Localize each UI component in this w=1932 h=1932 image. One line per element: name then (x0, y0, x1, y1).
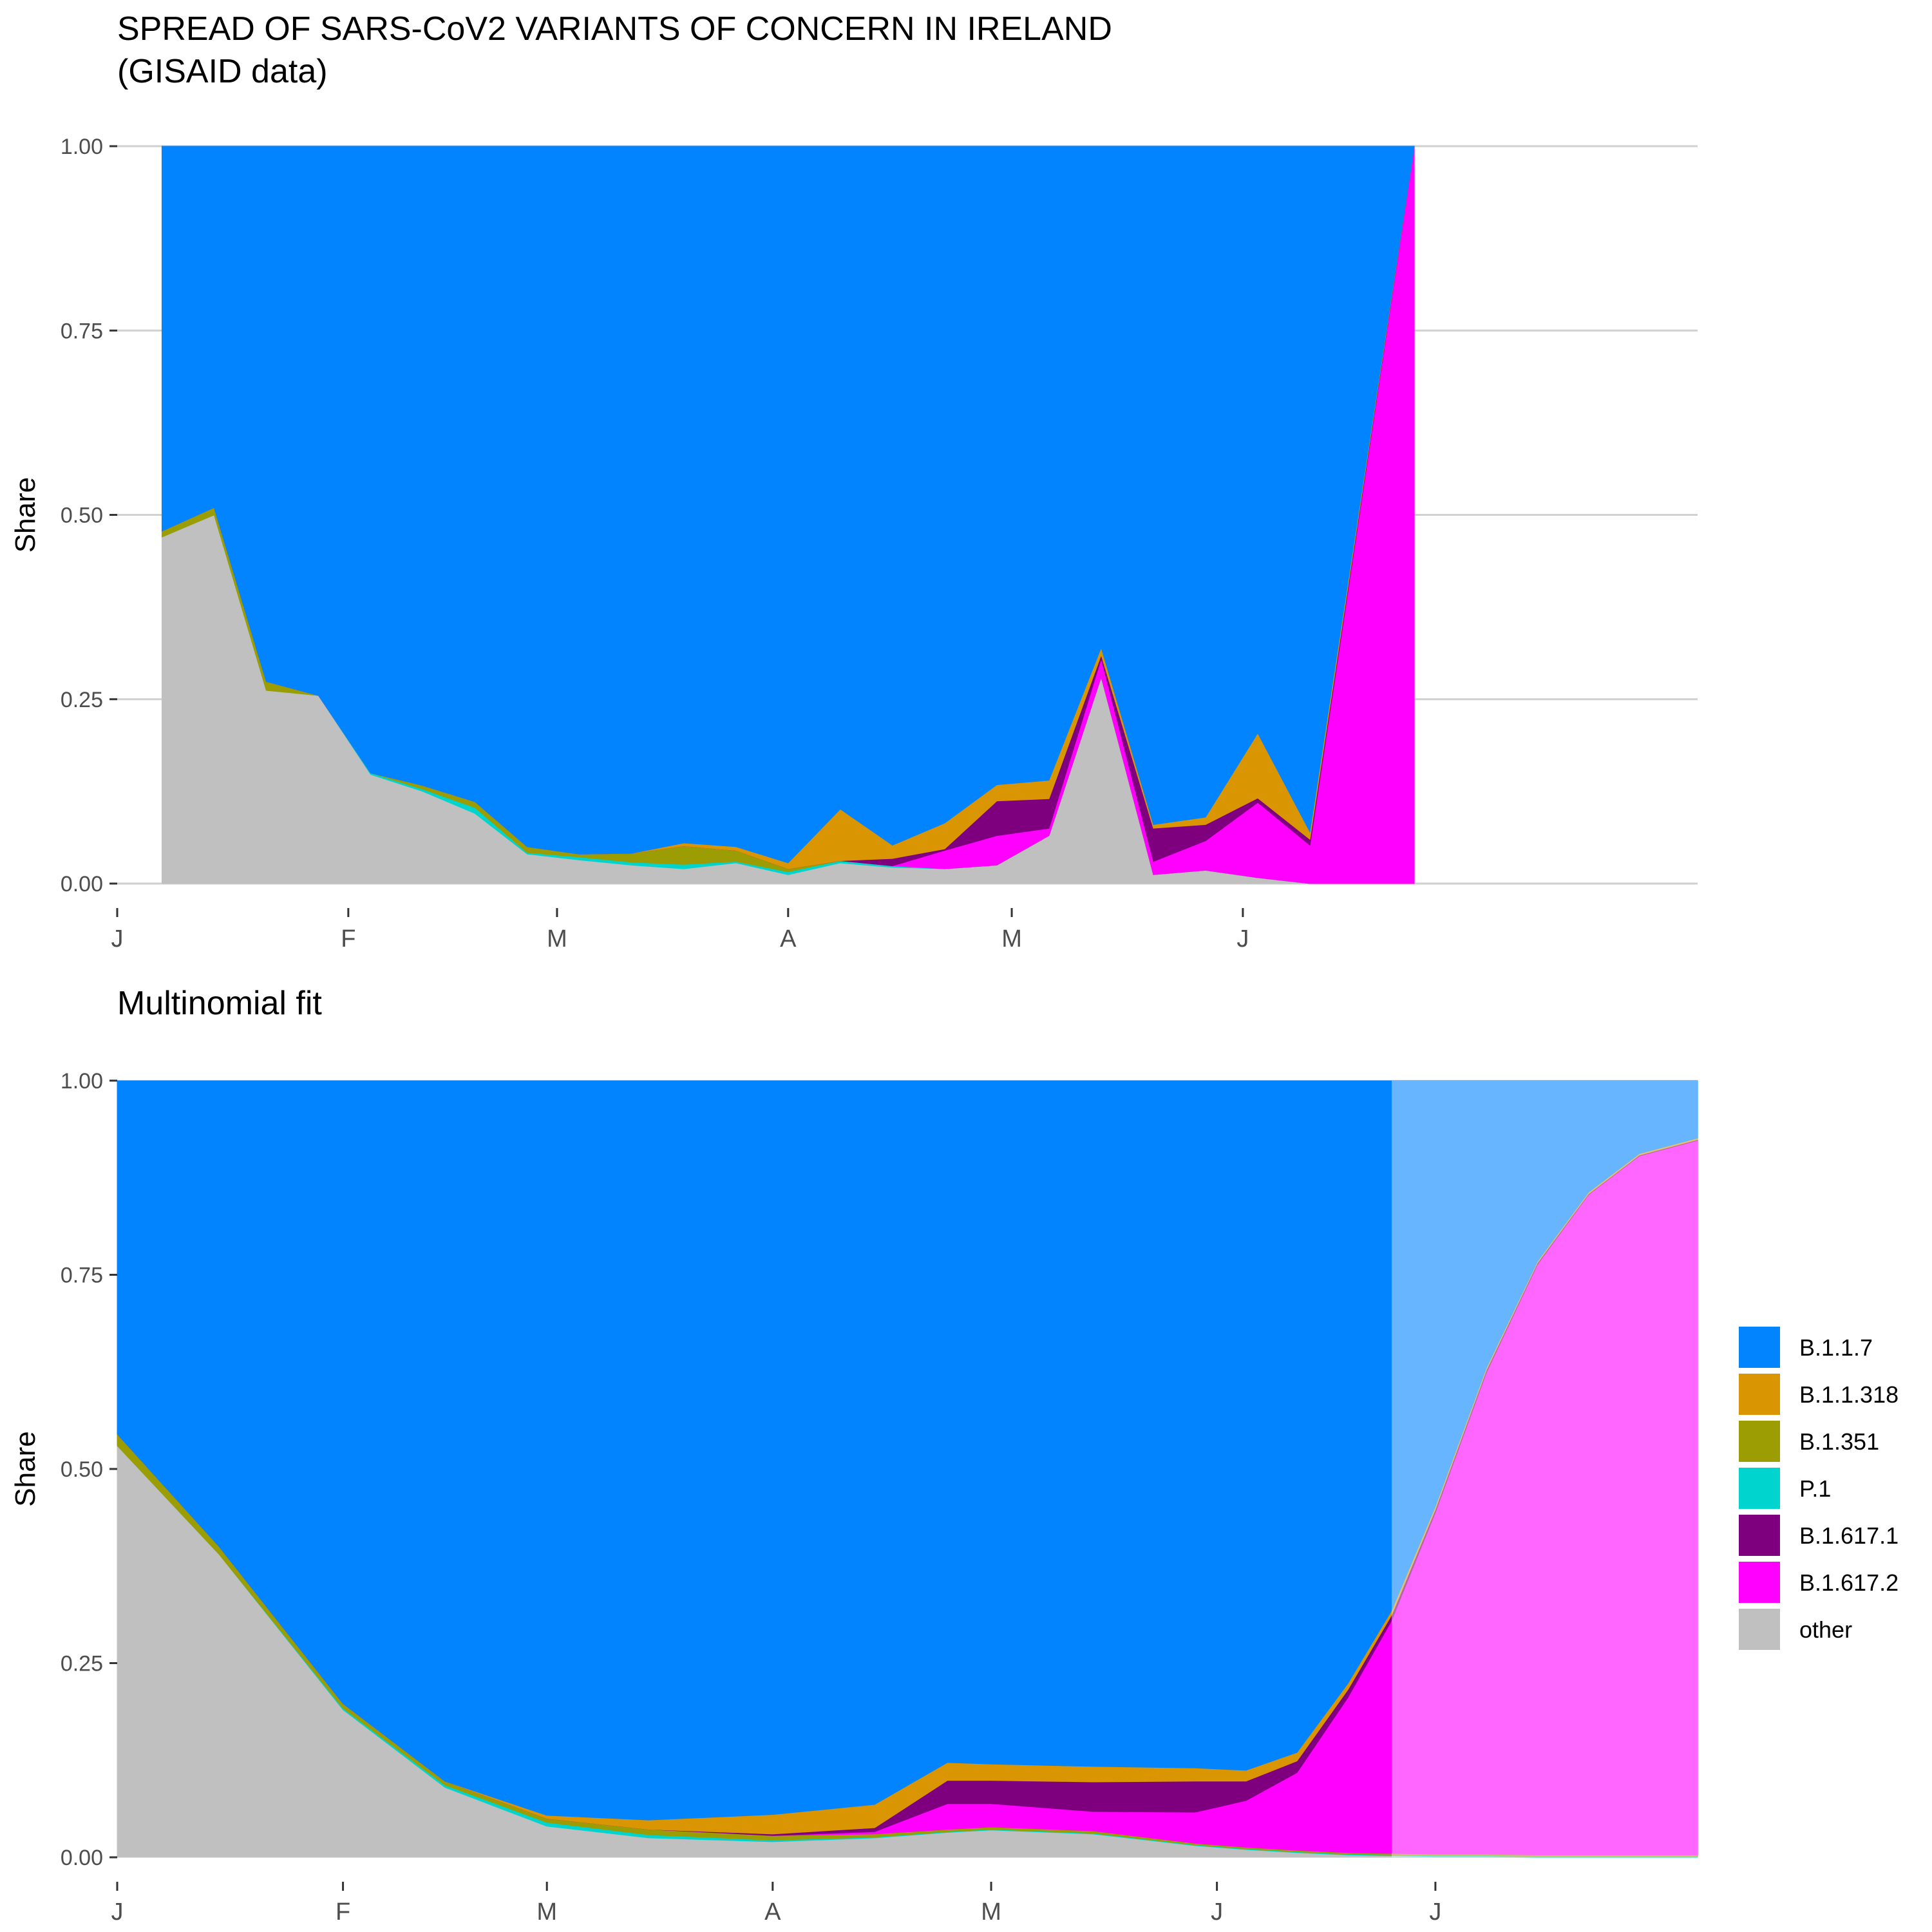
figure-title-line1: SPREAD OF SARS-CoV2 VARIANTS OF CONCERN … (117, 10, 1112, 48)
x-tick-label: A (764, 1899, 781, 1926)
figure-title-line2: (GISAID data) (117, 53, 328, 90)
legend-swatch (1739, 1421, 1780, 1462)
stacked-areas (117, 1080, 1698, 1858)
x-tick-label: J (1236, 925, 1249, 952)
y-tick-label: 0.50 (61, 1457, 103, 1482)
legend-label: B.1.1.7 (1799, 1334, 1873, 1361)
panel-fit-title: Multinomial fit (117, 985, 322, 1022)
panel-fit: 0.00 0.25 0.50 0.75 1.00 J F M A M J J Share (10, 1069, 1698, 1926)
x-tick-label: F (341, 925, 355, 952)
y-tick-label: 0.75 (61, 319, 103, 343)
legend-label: B.1.617.2 (1799, 1569, 1899, 1596)
y-tick-label: 1.00 (61, 135, 103, 159)
x-tick-label: J (1429, 1899, 1441, 1926)
y-tick-label: 0.25 (61, 688, 103, 712)
stacked-areas (161, 146, 1415, 884)
y-tick-label: 0.00 (61, 872, 103, 896)
forecast-shade (1392, 1081, 1698, 1857)
y-axis: 0.00 0.25 0.50 0.75 1.00 (61, 135, 117, 896)
legend-swatch (1739, 1562, 1780, 1603)
x-tick-label: J (111, 1899, 124, 1926)
y-axis: 0.00 0.25 0.50 0.75 1.00 (61, 1069, 117, 1870)
legend-label: P.1 (1799, 1475, 1831, 1502)
y-axis-label: Share (10, 1431, 41, 1506)
y-axis-label: Share (10, 477, 41, 553)
x-tick-label: F (336, 1899, 350, 1926)
forecast-overlay (1392, 1081, 1698, 1857)
panel-observed: 0.00 0.25 0.50 0.75 1.00 J F M A M J Share (10, 135, 1698, 952)
y-tick-label: 1.00 (61, 1069, 103, 1094)
x-tick-label: M (536, 1899, 557, 1926)
x-tick-label: M (981, 1899, 1001, 1926)
legend-swatch (1739, 1468, 1780, 1509)
x-tick-label: M (1001, 925, 1022, 952)
y-tick-label: 0.75 (61, 1264, 103, 1288)
legend-label: B.1.1.318 (1799, 1381, 1899, 1408)
x-tick-label: J (111, 925, 124, 952)
legend-swatch (1739, 1609, 1780, 1650)
legend-swatch (1739, 1374, 1780, 1415)
area-b-1-1-7 (161, 146, 1415, 864)
legend-swatch (1739, 1327, 1780, 1368)
legend-label: B.1.617.1 (1799, 1522, 1899, 1549)
legend-label: other (1799, 1616, 1852, 1643)
y-tick-label: 0.25 (61, 1652, 103, 1676)
x-tick-label: M (547, 925, 567, 952)
legend: B.1.1.7 B.1.1.318 B.1.351 P.1 B.1.617.1 B.1.6… (1739, 1327, 1899, 1650)
x-tick-label: J (1211, 1899, 1223, 1926)
legend-swatch (1739, 1515, 1780, 1556)
x-tick-label: A (780, 925, 797, 952)
y-tick-label: 0.00 (61, 1846, 103, 1870)
area-b-1-1-7 (117, 1080, 1698, 1821)
legend-label: B.1.351 (1799, 1428, 1879, 1455)
y-tick-label: 0.50 (61, 504, 103, 528)
